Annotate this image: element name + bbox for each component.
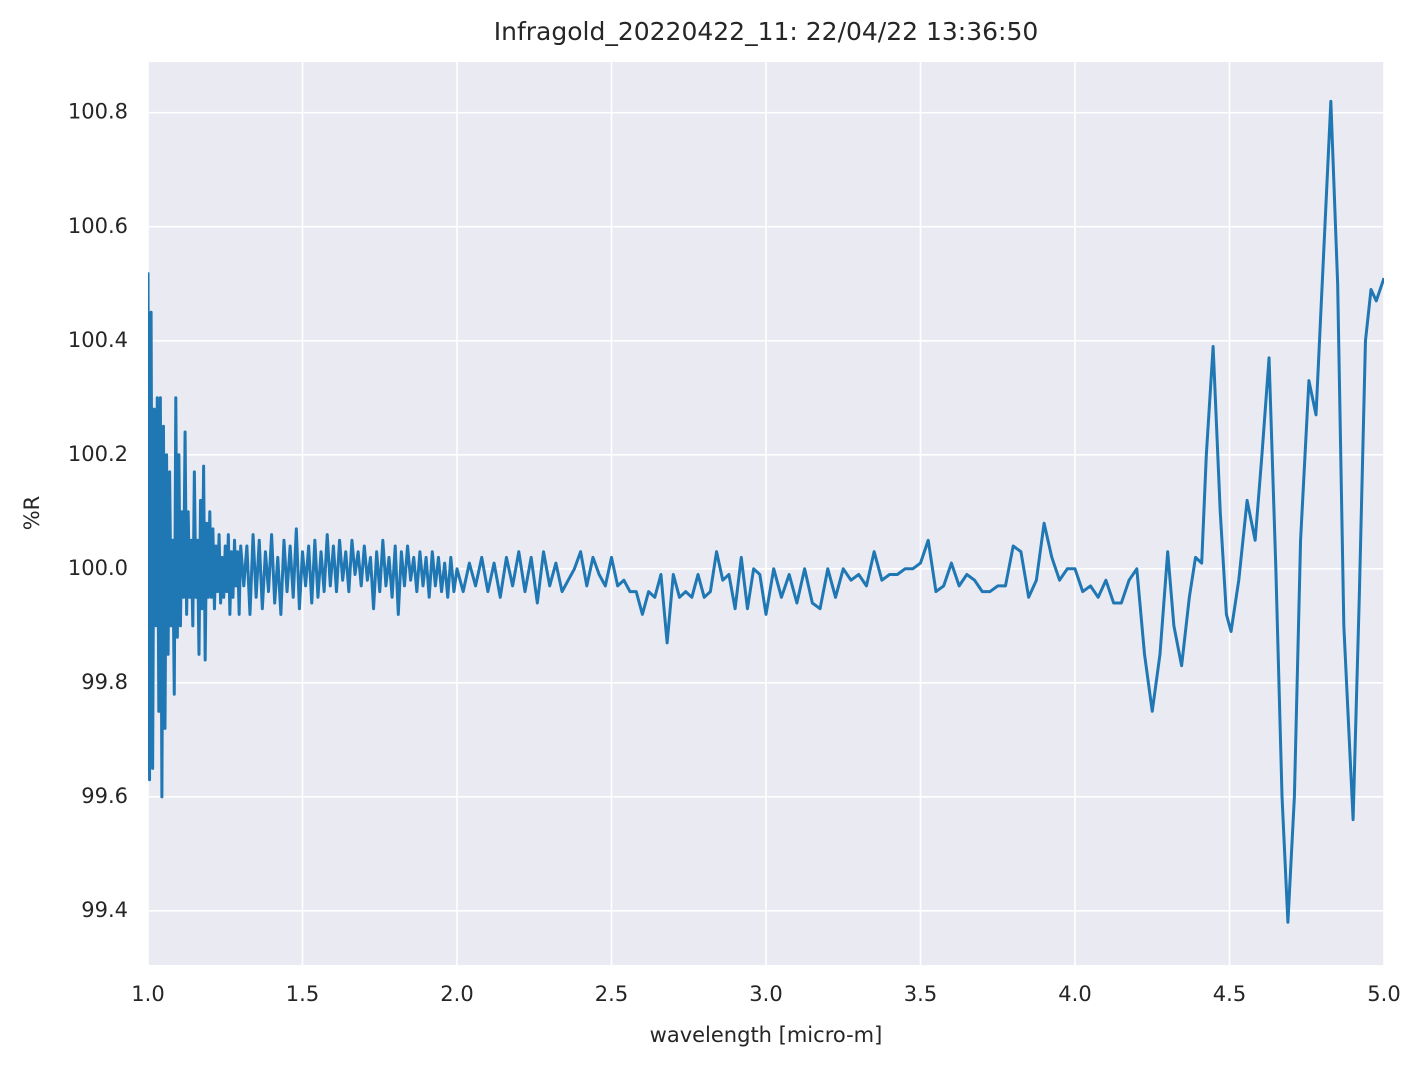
x-tick-label: 5.0 — [1367, 982, 1400, 1006]
y-tick-label: 99.4 — [81, 898, 128, 922]
chart-title: Infragold_20220422_11: 22/04/22 13:36:50 — [494, 17, 1039, 46]
x-tick-label: 2.0 — [440, 982, 473, 1006]
y-tick-label: 99.6 — [81, 784, 128, 808]
y-tick-label: 100.2 — [68, 442, 128, 466]
y-tick-label: 100.8 — [68, 100, 128, 124]
y-tick-label: 100.6 — [68, 214, 128, 238]
y-tick-label: 99.8 — [81, 670, 128, 694]
x-tick-label: 1.0 — [131, 982, 164, 1006]
y-axis-label: %R — [20, 496, 44, 531]
x-tick-label: 3.5 — [904, 982, 937, 1006]
x-tick-label: 3.0 — [749, 982, 782, 1006]
x-tick-label: 2.5 — [595, 982, 628, 1006]
x-axis-label: wavelength [micro-m] — [650, 1023, 883, 1047]
data-line — [148, 99, 1384, 924]
y-tick-label: 100.0 — [68, 556, 128, 580]
x-tick-label: 1.5 — [286, 982, 319, 1006]
y-tick-label: 100.4 — [68, 328, 128, 352]
x-tick-label: 4.0 — [1058, 982, 1091, 1006]
x-tick-label: 4.5 — [1213, 982, 1246, 1006]
